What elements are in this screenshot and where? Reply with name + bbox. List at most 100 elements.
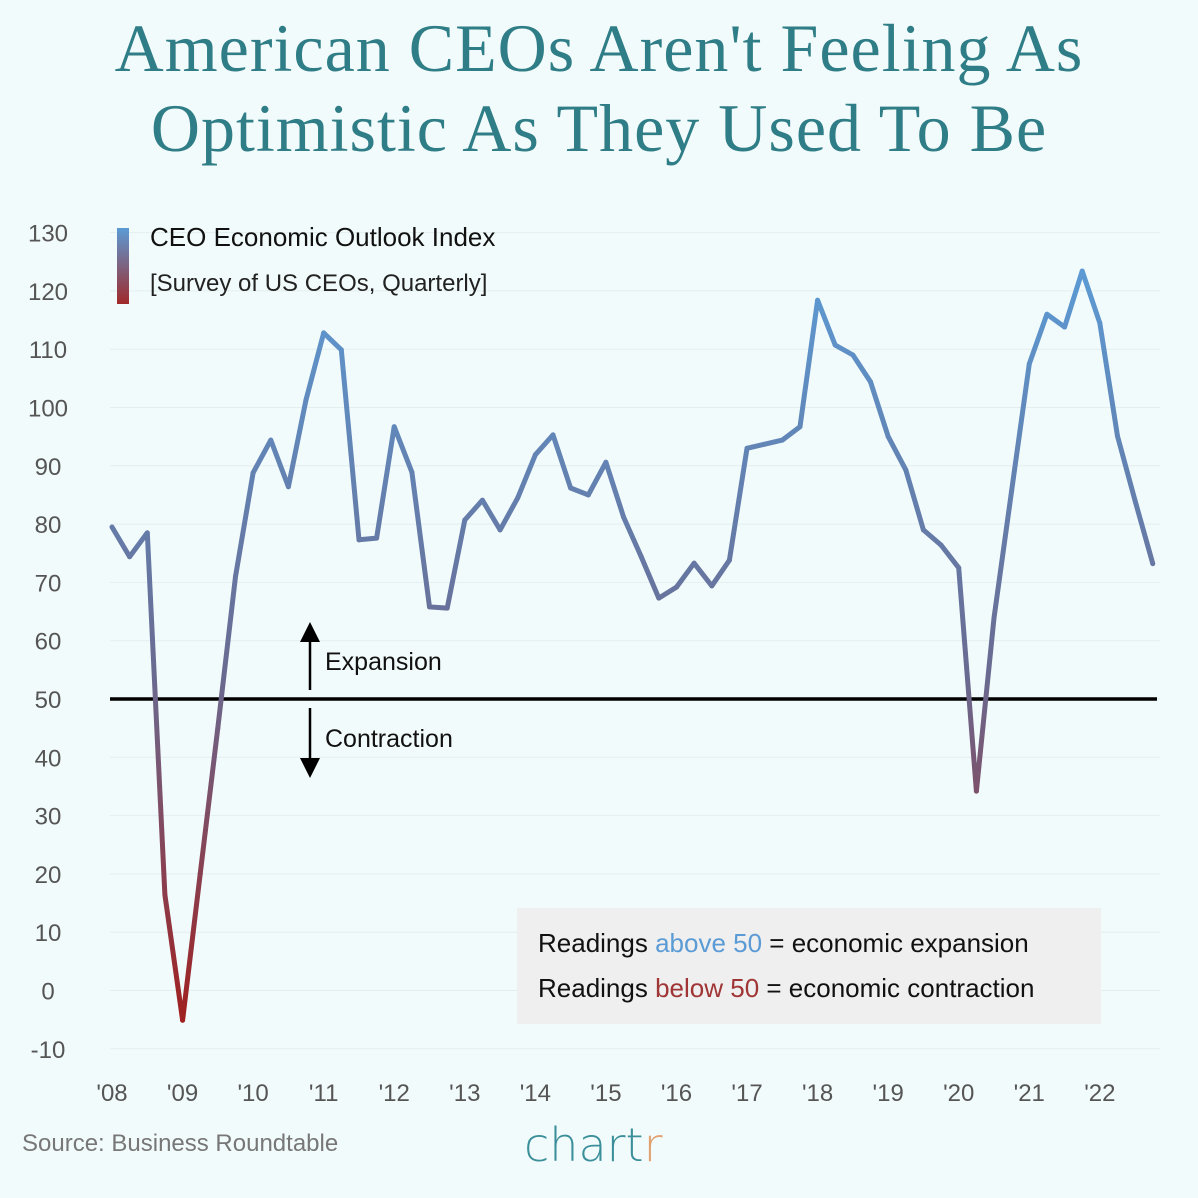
data-point [268, 437, 274, 443]
data-point [285, 484, 291, 490]
data-point [885, 434, 891, 440]
y-tick-label: 70 [35, 570, 62, 597]
y-tick-label: 20 [35, 862, 62, 889]
legend-subtitle: [Survey of US CEOs, Quarterly] [150, 270, 488, 297]
y-tick-label: 130 [28, 221, 68, 248]
x-tick-label: '19 [873, 1080, 904, 1107]
y-tick-label: 110 [29, 337, 67, 364]
data-point [250, 470, 256, 476]
y-tick-label: 10 [35, 920, 62, 947]
data-point [427, 604, 433, 610]
source-note: Source: Business Roundtable [22, 1130, 339, 1157]
x-tick-label: '22 [1084, 1080, 1115, 1107]
data-point [338, 347, 344, 353]
data-point [744, 445, 750, 451]
chart-title: American CEOs Aren't Feeling As Optimist… [0, 8, 1198, 168]
data-point [832, 342, 838, 348]
data-point [1114, 433, 1120, 439]
y-tick-label: -10 [31, 1037, 66, 1064]
x-tick-label: '13 [449, 1080, 480, 1107]
x-tick-label: '08 [96, 1080, 127, 1107]
data-point [938, 542, 944, 548]
data-point [638, 554, 644, 560]
series-line [109, 268, 1156, 1023]
data-point [197, 871, 203, 877]
data-point [144, 530, 150, 536]
readings-note: Readings above 50 = economic expansion R… [517, 908, 1101, 1024]
y-tick-label: 90 [35, 454, 62, 481]
data-point [656, 595, 662, 601]
x-tick-label: '11 [309, 1080, 339, 1107]
data-point [603, 459, 609, 465]
data-point [1044, 311, 1050, 317]
y-tick-label: 120 [28, 279, 68, 306]
data-point [356, 537, 362, 543]
data-point [568, 485, 574, 491]
data-point [903, 467, 909, 473]
data-point [303, 397, 309, 403]
data-point [232, 574, 238, 580]
data-point [797, 424, 803, 430]
data-point [868, 379, 874, 385]
data-point [850, 352, 856, 358]
data-point [409, 469, 415, 475]
data-point [691, 560, 697, 566]
y-tick-label: 40 [35, 745, 62, 772]
y-tick-label: 50 [35, 687, 62, 714]
data-point [973, 788, 979, 794]
data-point [109, 524, 115, 530]
y-tick-label: 0 [41, 979, 54, 1006]
data-point [1097, 320, 1103, 326]
data-point [779, 437, 785, 443]
data-point [1079, 268, 1085, 274]
data-point [815, 297, 821, 303]
expansion-label: Expansion [325, 648, 442, 676]
data-point [1150, 561, 1156, 567]
data-point [515, 495, 521, 501]
title-line-2: Optimistic As They Used To Be [150, 90, 1048, 166]
data-point [991, 615, 997, 621]
x-tick-label: '18 [802, 1080, 833, 1107]
data-point [762, 441, 768, 447]
x-tick-label: '12 [379, 1080, 410, 1107]
data-point [1026, 361, 1032, 367]
data-point [585, 492, 591, 498]
data-point [1062, 324, 1068, 330]
title-line-1: American CEOs Aren't Feeling As [114, 10, 1084, 86]
data-point [162, 892, 168, 898]
contraction-label: Contraction [325, 725, 453, 753]
data-point [215, 725, 221, 731]
y-tick-label: 100 [28, 396, 68, 423]
data-point [497, 527, 503, 533]
note-line-above: Readings above 50 = economic expansion [538, 928, 1029, 958]
x-tick-label: '09 [167, 1080, 198, 1107]
data-point [532, 452, 538, 458]
note-line-below: Readings below 50 = economic contraction [538, 973, 1035, 1003]
legend-title: CEO Economic Outlook Index [150, 222, 496, 252]
x-tick-label: '14 [520, 1080, 551, 1107]
data-point [1009, 488, 1015, 494]
legend-gradient-swatch [117, 228, 129, 304]
x-tick-label: '21 [1014, 1080, 1045, 1107]
y-tick-label: 80 [35, 512, 62, 539]
data-point [479, 497, 485, 503]
x-tick-label: '10 [237, 1080, 268, 1107]
data-point [673, 584, 679, 590]
data-point [180, 1017, 186, 1023]
y-tick-label: 30 [35, 804, 62, 831]
x-tick-label: '20 [943, 1080, 974, 1107]
data-point [709, 583, 715, 589]
data-point [621, 514, 627, 520]
data-point [127, 554, 133, 560]
data-point [321, 330, 327, 336]
x-tick-label: '16 [661, 1080, 692, 1107]
data-point [374, 535, 380, 541]
chartr-logo: chartr [524, 1118, 663, 1172]
data-point [1132, 498, 1138, 504]
data-point [391, 424, 397, 430]
data-point [956, 565, 962, 571]
x-tick-label: '15 [590, 1080, 621, 1107]
x-tick-label: '17 [731, 1080, 762, 1107]
data-point [726, 557, 732, 563]
